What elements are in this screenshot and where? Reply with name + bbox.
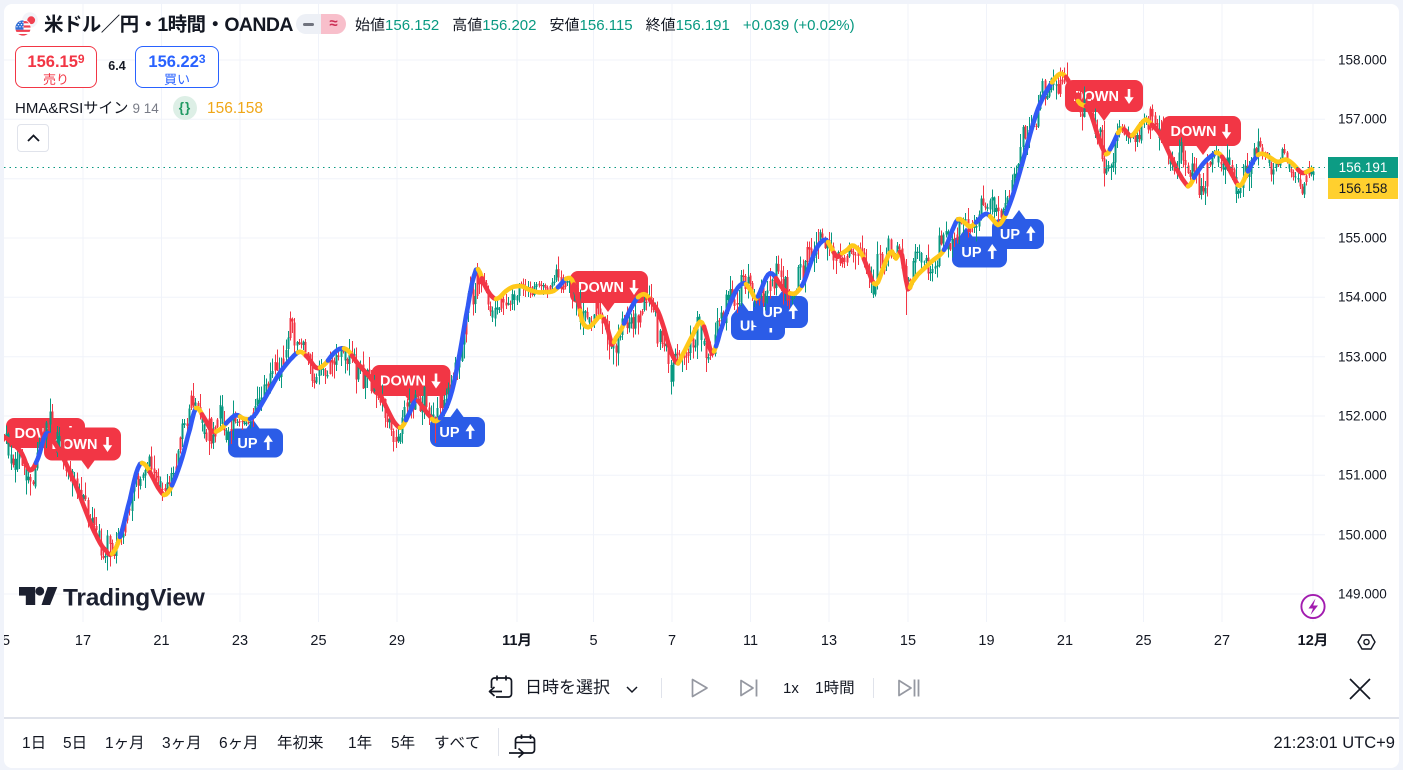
svg-text:UP: UP bbox=[961, 245, 981, 261]
svg-text:UP: UP bbox=[439, 425, 459, 441]
svg-text:TradingView: TradingView bbox=[63, 585, 206, 612]
svg-text:UP: UP bbox=[1000, 227, 1020, 243]
svg-text:DOWN: DOWN bbox=[578, 280, 624, 296]
svg-text:UP: UP bbox=[762, 305, 782, 321]
svg-text:DOWN: DOWN bbox=[380, 374, 426, 390]
svg-text:DOWN: DOWN bbox=[1171, 124, 1217, 140]
svg-text:UP: UP bbox=[237, 436, 257, 452]
